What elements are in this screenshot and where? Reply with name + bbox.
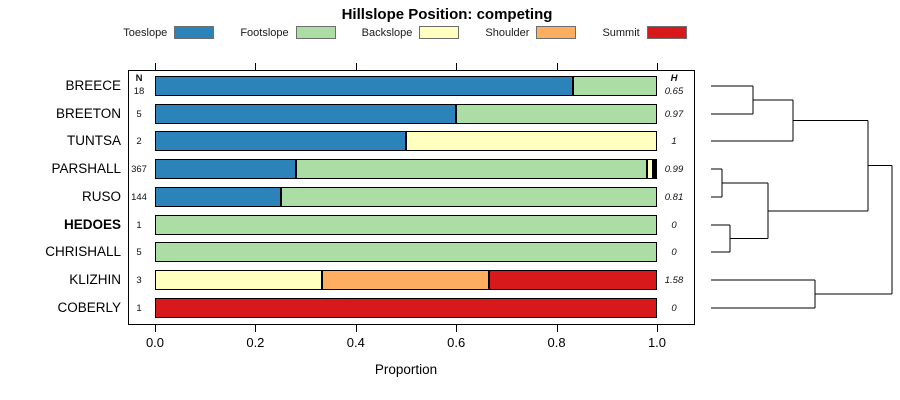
- x-axis-tick-label: 0.0: [145, 335, 165, 350]
- n-value: 5: [136, 247, 142, 258]
- x-axis-tick-label: 1.0: [647, 335, 667, 350]
- x-axis-tick-label: 0.8: [547, 335, 566, 350]
- legend-item-label: Backslope: [361, 26, 413, 39]
- legend-item-backslope: Backslope: [362, 26, 460, 39]
- h-value: 0: [671, 303, 677, 314]
- row-label-hedoes: HEDOES: [63, 217, 121, 232]
- x-axis-tick-top: [355, 63, 357, 70]
- bar-hedoes: [155, 215, 657, 235]
- x-axis-tick: [255, 325, 257, 332]
- n-value: 144: [131, 192, 147, 203]
- h-value: 0: [671, 247, 677, 258]
- h-column-header: H: [670, 73, 678, 84]
- bar-tuntsa: [155, 131, 657, 151]
- legend-swatch-footslope: [295, 26, 336, 39]
- bar-segment-backslope: [406, 131, 657, 151]
- row-label-coberly: COBERLY: [57, 300, 121, 315]
- h-value: 1.58: [664, 275, 684, 286]
- legend-item-label: Footslope: [240, 26, 289, 39]
- x-axis-tick-top: [155, 63, 156, 70]
- bar-segment-summit: [654, 159, 657, 179]
- bar-segment-toeslope: [155, 159, 296, 179]
- h-value: 0.97: [664, 109, 684, 120]
- n-value: 5: [136, 109, 142, 120]
- x-axis-tick-top: [657, 63, 658, 70]
- x-axis-tick-top: [456, 63, 458, 70]
- bar-breece: [155, 76, 657, 96]
- legend-item-label: Toeslope: [123, 26, 168, 39]
- h-value: 1: [671, 136, 677, 147]
- bar-segment-summit: [155, 298, 657, 318]
- x-axis-tick-top: [556, 63, 558, 70]
- bar-coberly: [155, 298, 657, 318]
- n-value: 367: [131, 164, 147, 175]
- h-value: 0.99: [664, 164, 684, 175]
- n-value: 1: [136, 303, 142, 314]
- row-label-breece: BREECE: [65, 78, 121, 93]
- bar-segment-footslope: [295, 159, 648, 179]
- bar-segment-toeslope: [155, 187, 281, 207]
- bar-segment-summit: [489, 270, 657, 290]
- chart-title: Hillslope Position: competing: [341, 6, 553, 23]
- h-value: 0.65: [664, 86, 684, 97]
- row-label-tuntsa: TUNTSA: [67, 133, 121, 148]
- x-axis-title: Proportion: [374, 362, 438, 377]
- bar-parshall: [155, 159, 657, 179]
- x-axis-tick-label: 0.2: [246, 335, 265, 350]
- x-axis-tick: [355, 325, 357, 332]
- legend-item-shoulder: Shoulder: [485, 26, 577, 39]
- x-axis-tick: [556, 325, 558, 332]
- bar-segment-footslope: [573, 76, 657, 96]
- legend-swatch-summit: [646, 26, 687, 39]
- legend-item-label: Summit: [602, 26, 640, 39]
- bar-segment-backslope: [647, 159, 653, 179]
- x-axis-tick-label: 0.6: [447, 335, 466, 350]
- x-axis-tick: [155, 325, 156, 332]
- bar-segment-toeslope: [155, 76, 574, 96]
- bar-segment-footslope: [280, 187, 657, 207]
- n-value: 1: [136, 220, 142, 231]
- n-value: 18: [133, 86, 145, 97]
- bar-chrishall: [155, 242, 657, 262]
- bar-segment-footslope: [155, 242, 657, 262]
- n-column-header: N: [135, 73, 143, 84]
- row-label-parshall: PARSHALL: [51, 161, 121, 176]
- h-value: 0: [671, 220, 677, 231]
- n-value: 2: [136, 136, 142, 147]
- legend-swatch-backslope: [419, 26, 460, 39]
- bar-segment-shoulder: [322, 270, 490, 290]
- plot-box: [128, 70, 695, 325]
- legend-swatch-toeslope: [174, 26, 215, 39]
- row-label-klizhin: KLIZHIN: [69, 272, 121, 287]
- bar-segment-footslope: [155, 215, 657, 235]
- bar-klizhin: [155, 270, 657, 290]
- x-axis-tick-top: [255, 63, 257, 70]
- x-axis-tick-label: 0.4: [346, 335, 365, 350]
- bar-segment-footslope: [456, 104, 657, 124]
- row-label-chrishall: CHRISHALL: [45, 244, 121, 259]
- legend-item-label: Shoulder: [485, 26, 530, 39]
- bar-segment-shoulder: [652, 159, 655, 179]
- x-axis-tick: [456, 325, 458, 332]
- legend-swatch-shoulder: [536, 26, 577, 39]
- legend-item-footslope: Footslope: [240, 26, 336, 39]
- bar-breeton: [155, 104, 657, 124]
- bar-segment-backslope: [155, 270, 323, 290]
- legend-item-summit: Summit: [602, 26, 687, 39]
- row-label-breeton: BREETON: [55, 106, 121, 121]
- row-label-ruso: RUSO: [81, 189, 121, 204]
- bar-ruso: [155, 187, 657, 207]
- legend: Toeslope Footslope Backslope Shoulder Summit: [0, 26, 810, 39]
- x-axis-tick: [657, 325, 658, 332]
- h-value: 0.81: [664, 192, 684, 203]
- legend-item-toeslope: Toeslope: [123, 26, 215, 39]
- bar-segment-toeslope: [155, 131, 406, 151]
- bar-segment-toeslope: [155, 104, 457, 124]
- n-value: 3: [136, 275, 142, 286]
